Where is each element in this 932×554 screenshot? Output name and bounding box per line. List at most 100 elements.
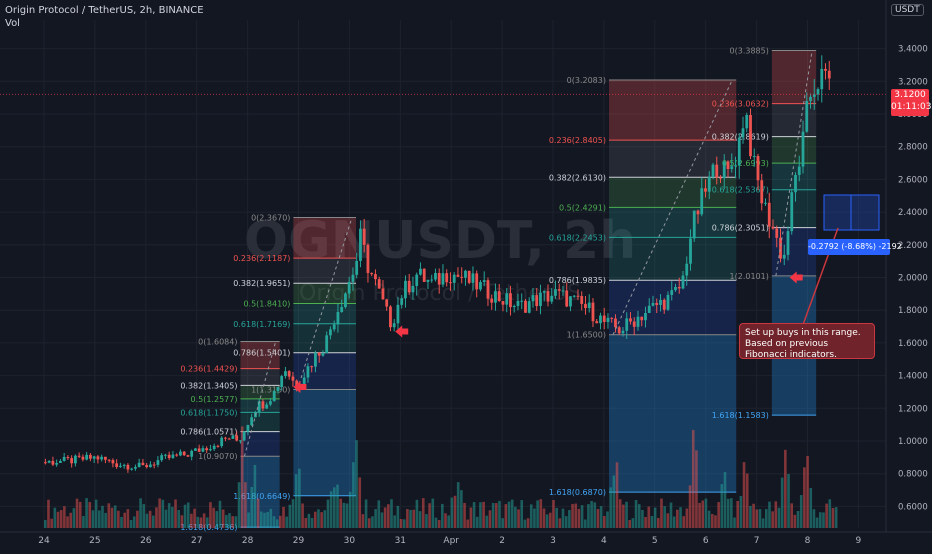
candle-body bbox=[606, 317, 610, 322]
fib-b-zone bbox=[293, 389, 357, 496]
volume-bar bbox=[653, 507, 657, 528]
candle-body bbox=[591, 302, 595, 322]
candle-body bbox=[707, 176, 711, 192]
volume-bar bbox=[59, 510, 63, 528]
candle-body bbox=[794, 174, 797, 193]
volume-bar bbox=[504, 504, 508, 528]
fib-d-level-label: 0.618(2.5367) bbox=[712, 186, 769, 195]
candle-body bbox=[640, 316, 644, 321]
fib-b-zone bbox=[293, 217, 357, 259]
arrow-marker-icon bbox=[395, 325, 409, 338]
candle-body bbox=[400, 298, 404, 305]
volume-bar bbox=[631, 518, 635, 528]
candle-body bbox=[456, 274, 460, 277]
volume-indicator-label[interactable]: Vol bbox=[5, 18, 20, 29]
volume-bar bbox=[733, 517, 736, 528]
candle-body bbox=[809, 96, 812, 102]
fib-d-zone bbox=[771, 189, 817, 228]
volume-bar bbox=[580, 505, 584, 528]
fib-a-level-label: 0.618(1.1750) bbox=[180, 408, 237, 417]
volume-bar bbox=[549, 512, 552, 528]
volume-bar bbox=[225, 515, 228, 528]
candle-body bbox=[107, 459, 111, 461]
fib-d-trend-line bbox=[775, 50, 813, 276]
volume-bar bbox=[625, 501, 628, 528]
volume-bar bbox=[288, 504, 292, 528]
currency-label[interactable]: USDT bbox=[891, 4, 924, 16]
fib-a-zone bbox=[240, 385, 280, 399]
candle-body bbox=[257, 401, 261, 413]
volume-bar bbox=[793, 514, 797, 528]
volume-bar bbox=[628, 519, 632, 528]
candle-body bbox=[197, 448, 201, 452]
candle-body bbox=[561, 290, 565, 292]
fib-c-level-label: 1(1.6500) bbox=[567, 331, 606, 340]
volume-bar bbox=[155, 507, 158, 528]
volume-bar bbox=[333, 487, 336, 528]
volume-bar bbox=[320, 512, 323, 528]
volume-bar bbox=[434, 517, 438, 528]
fib-a-zone bbox=[240, 431, 280, 457]
candle-body bbox=[520, 300, 524, 302]
volume-bar bbox=[777, 507, 781, 528]
volume-bar bbox=[209, 502, 212, 528]
annotation-callout[interactable]: Set up buys in this range. Based on prev… bbox=[739, 323, 875, 360]
volume-bar bbox=[475, 516, 479, 528]
symbol-title[interactable]: Origin Protocol / TetherUS, 2h, BINANCE bbox=[5, 5, 204, 16]
candle-body bbox=[730, 166, 734, 170]
candle-body bbox=[554, 289, 557, 296]
candle-body bbox=[119, 465, 122, 467]
candle-body bbox=[81, 456, 85, 460]
candle-body bbox=[55, 462, 59, 465]
volume-bar bbox=[596, 509, 600, 528]
candle-body bbox=[100, 456, 104, 460]
candle-body bbox=[426, 279, 430, 282]
price-range-measure[interactable]: -0.2792 (-8.68%) -2192 bbox=[808, 239, 902, 255]
candle-body bbox=[700, 188, 704, 215]
arrow-marker-icon bbox=[789, 271, 803, 284]
volume-bar bbox=[272, 516, 276, 528]
candle-body bbox=[460, 276, 464, 278]
fib-a-level-label: 0.786(1.0571) bbox=[180, 428, 237, 437]
volume-bar bbox=[161, 499, 165, 528]
volume-bar bbox=[482, 501, 485, 528]
volume-bar bbox=[228, 513, 231, 528]
candle-body bbox=[632, 321, 636, 327]
volume-bar bbox=[536, 500, 539, 528]
volume-bar bbox=[72, 508, 76, 528]
x-tick-label: 24 bbox=[38, 536, 50, 546]
candle-body bbox=[321, 353, 325, 356]
volume-bar bbox=[752, 503, 755, 528]
volume-bar bbox=[469, 507, 473, 528]
volume-bar bbox=[717, 502, 720, 528]
volume-bar bbox=[555, 507, 558, 528]
candle-body bbox=[171, 454, 175, 458]
volume-bar bbox=[136, 510, 139, 528]
y-tick-label: 0.8000 bbox=[898, 470, 928, 480]
candle-body bbox=[827, 70, 831, 79]
candle-body bbox=[239, 440, 242, 442]
y-tick-label: 3.2000 bbox=[898, 77, 928, 87]
candle-body bbox=[595, 321, 599, 324]
volume-bar bbox=[707, 510, 711, 528]
volume-bar bbox=[647, 506, 651, 528]
volume-bar bbox=[539, 499, 543, 528]
candle-body bbox=[614, 318, 617, 328]
fib-a-level-label: 0(1.6084) bbox=[198, 338, 237, 347]
volume-bar bbox=[676, 509, 679, 528]
volume-bar bbox=[491, 502, 495, 528]
candle-body bbox=[824, 68, 827, 71]
candle-body bbox=[85, 454, 89, 460]
volume-bar bbox=[609, 487, 612, 528]
candle-body bbox=[576, 295, 580, 297]
volume-bar bbox=[307, 513, 311, 528]
candle-body bbox=[677, 286, 681, 289]
candle-body bbox=[535, 295, 539, 307]
candle-body bbox=[359, 228, 362, 261]
candle-body bbox=[737, 137, 741, 166]
candle-body bbox=[524, 300, 527, 313]
candle-body bbox=[527, 301, 531, 313]
candle-body bbox=[152, 464, 156, 466]
candle-body bbox=[430, 279, 434, 281]
